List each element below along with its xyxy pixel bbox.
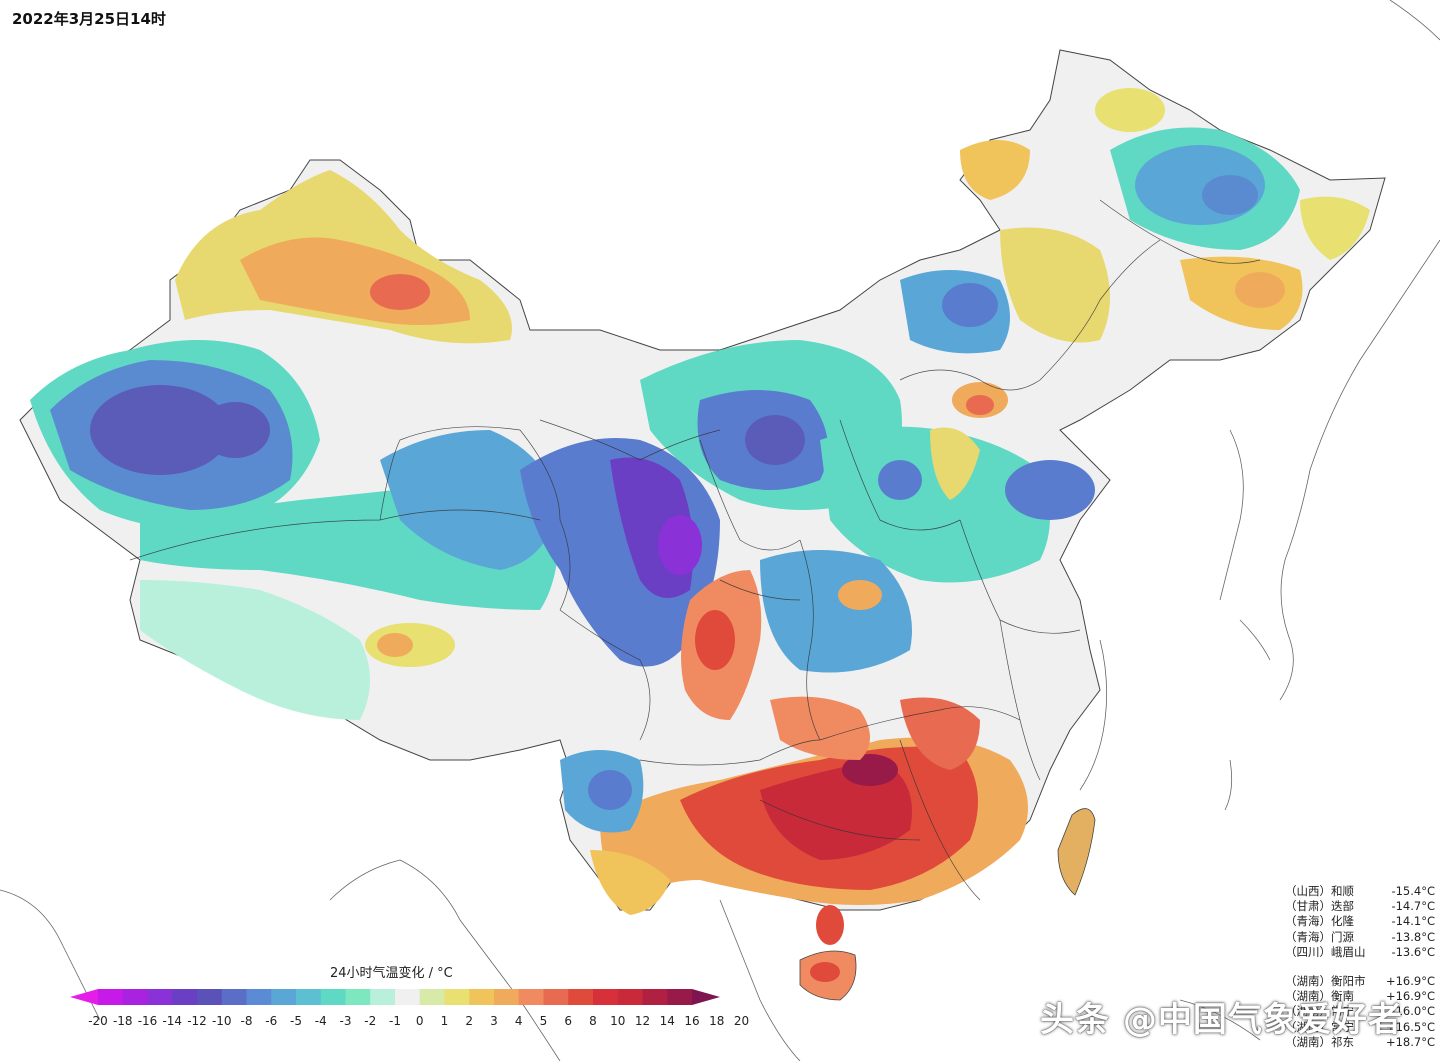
colorbar-cell xyxy=(197,989,223,1005)
station-value: -14.7°C xyxy=(1391,899,1435,914)
station-name: （青海）化隆 xyxy=(1285,914,1354,929)
station-name: （湖南）常宁 xyxy=(1285,1019,1354,1034)
colorbar-tick-label: 8 xyxy=(589,1014,597,1028)
colorbar-tick-label: -2 xyxy=(364,1014,377,1028)
colorbar-cell xyxy=(172,989,198,1005)
colorbar-cell xyxy=(444,989,470,1005)
map-title: 2022年3月25日14时 xyxy=(12,10,166,28)
station-name: （四川）峨眉山 xyxy=(1285,944,1366,959)
station-name: （山西）和顺 xyxy=(1285,884,1354,898)
station-value: -14.1°C xyxy=(1391,914,1435,929)
station-row: （甘肃）迭部 -14.7°C xyxy=(1285,899,1435,914)
colorbar-cell xyxy=(320,989,346,1005)
colorbar-cell xyxy=(568,989,594,1005)
station-name: （湖南）常宁 xyxy=(1285,1004,1354,1019)
colorbar-tick-label: 3 xyxy=(490,1014,498,1028)
station-value: +16.5°C xyxy=(1385,1019,1435,1034)
station-row: （青海）化隆 -14.1°C xyxy=(1285,914,1435,929)
colorbar-tick-label: -1 xyxy=(389,1014,401,1028)
station-value: +16.9°C xyxy=(1385,989,1435,1004)
station-row: （湖南）衡南 +16.9°C xyxy=(1285,989,1435,1004)
station-list: （山西）和顺 -15.4°C （甘肃）迭部 -14.7°C （青海）化隆 -14.1°C （… xyxy=(1285,884,1435,1050)
station-value: -13.8°C xyxy=(1391,929,1435,944)
colorbar-max-extend xyxy=(692,989,720,1005)
station-row: （湖南）衡阳市 +16.9°C xyxy=(1285,974,1435,989)
station-value: -15.4°C xyxy=(1391,884,1435,898)
station-value: +16.0°C xyxy=(1385,1004,1435,1019)
colorbar-tick-label: -3 xyxy=(339,1014,352,1028)
colorbar-cell xyxy=(494,989,520,1005)
colorbar-cell xyxy=(593,989,619,1005)
colorbar-tick-label: 12 xyxy=(634,1014,651,1028)
colorbar-tick-label: -10 xyxy=(211,1014,232,1028)
colorbar-cell xyxy=(395,989,421,1005)
warm-station-list: （湖南）衡阳市 +16.9°C （湖南）衡南 +16.9°C （湖南）常宁 +16.0°C… xyxy=(1285,974,1435,1050)
colorbar-ticks: -20 -18 -16 -14 -12 -10 -8 -6 -5 -4 -3 -2 -1 0 1 2 3 4 5 6 8… xyxy=(70,1014,749,1030)
colorbar-cell xyxy=(469,989,495,1005)
station-name: （湖南）衡阳市 xyxy=(1285,974,1366,989)
station-value: +16.9°C xyxy=(1385,974,1435,989)
temperature-fields xyxy=(30,88,1370,1001)
legend-title: 24小时气温变化 / °C xyxy=(330,966,453,981)
colorbar-cell xyxy=(147,989,173,1005)
colorbar-cell xyxy=(122,989,148,1005)
station-row: （山西）和顺 -15.4°C xyxy=(1285,884,1435,899)
colorbar-tick-label: -16 xyxy=(137,1014,158,1028)
colorbar-tick-label: -12 xyxy=(187,1014,207,1028)
colorbar-tick-label: 6 xyxy=(564,1014,573,1028)
colorbar-cell xyxy=(419,989,445,1005)
colorbar-cell xyxy=(345,989,371,1005)
station-row: （青海）门源 -13.8°C xyxy=(1285,930,1435,945)
colorbar-cell xyxy=(543,989,569,1005)
colorbar-cell xyxy=(667,989,693,1005)
colorbar-tick-label: 14 xyxy=(659,1014,675,1028)
colorbar xyxy=(70,989,720,1005)
station-row: （湖南）常宁 +16.5°C xyxy=(1285,1020,1435,1035)
colorbar-cell xyxy=(617,989,643,1005)
colorbar-cell xyxy=(271,989,297,1005)
colorbar-cell xyxy=(98,989,124,1005)
station-row: （四川）峨眉山 -13.6°C xyxy=(1285,945,1435,960)
colorbar-tick-label: -4 xyxy=(314,1014,327,1028)
station-name: （甘肃）迭部 xyxy=(1285,899,1354,914)
colorbar-tick-label: -20 xyxy=(88,1014,108,1028)
colorbar-tick-label: -6 xyxy=(265,1014,278,1028)
colorbar-tick-label: 1 xyxy=(440,1014,449,1028)
colorbar-cell xyxy=(296,989,322,1005)
colorbar-tick-label: -18 xyxy=(112,1014,133,1028)
station-value: +18.7°C xyxy=(1385,1034,1435,1049)
colorbar-tick-label: 16 xyxy=(684,1014,700,1028)
cold-station-list: （山西）和顺 -15.4°C （甘肃）迭部 -14.7°C （青海）化隆 -14.1°C （… xyxy=(1285,884,1435,960)
colorbar-cell xyxy=(246,989,272,1005)
colorbar-cell xyxy=(221,989,247,1005)
station-name: （湖南）衡南 xyxy=(1285,989,1354,1004)
colorbar-tick-label: 0 xyxy=(415,1014,424,1028)
colorbar-tick-label: -8 xyxy=(240,1014,253,1028)
colorbar-tick-label: 18 xyxy=(709,1014,725,1028)
station-row: （湖南）祁东 +18.7°C xyxy=(1285,1035,1435,1050)
colorbar-tick-label: -14 xyxy=(162,1014,183,1028)
station-row: （湖南）常宁 +16.0°C xyxy=(1285,1004,1435,1019)
colorbar-tick-label: 2 xyxy=(465,1014,474,1028)
colorbar-cell xyxy=(518,989,544,1005)
colorbar-tick-label: 5 xyxy=(539,1014,548,1028)
colorbar-min-extend xyxy=(70,989,98,1005)
colorbar-cell xyxy=(370,989,396,1005)
colorbar-tick-label: 20 xyxy=(733,1014,750,1028)
province-boundaries xyxy=(129,199,1261,901)
colorbar-cell xyxy=(642,989,668,1005)
colorbar-tick-label: 4 xyxy=(514,1014,523,1028)
station-name: （青海）门源 xyxy=(1285,929,1354,944)
watermark: 头条 @中国气象爱好者 xyxy=(1040,1000,1403,1040)
colorbar-tick-label: 10 xyxy=(610,1014,626,1028)
station-value: -13.6°C xyxy=(1391,944,1435,959)
station-name: （湖南）祁东 xyxy=(1285,1034,1354,1049)
colorbar-tick-label: -5 xyxy=(290,1014,302,1028)
